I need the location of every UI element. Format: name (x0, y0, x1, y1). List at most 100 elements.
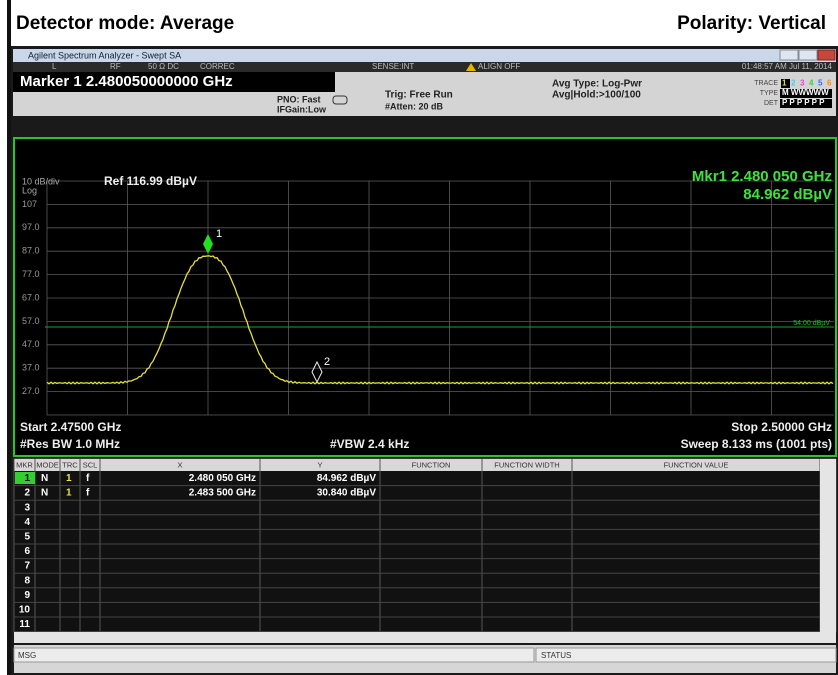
marker-field[interactable] (13, 72, 335, 92)
type-label: TYPE (760, 90, 779, 97)
msg-field (13, 647, 535, 663)
marker-1 (203, 234, 213, 254)
vbw: #VBW 2.4 kHz (330, 437, 409, 451)
title-bar (13, 49, 836, 62)
close-btn[interactable] (817, 49, 836, 61)
det: P P P P P P (782, 98, 825, 107)
marker-2 (311, 360, 323, 384)
status: STATUS (541, 651, 571, 660)
status-field (535, 647, 837, 663)
left-rule (7, 0, 11, 675)
col-header: SCL (83, 460, 98, 469)
marker-2-label: 2 (324, 356, 330, 368)
marker-text: Marker 1 2.480050000000 GHz (20, 73, 233, 90)
y-label: 37.0 (22, 363, 40, 373)
det-label: DET (764, 100, 779, 107)
avg-type: Avg Type: Log-Pwr (552, 79, 642, 90)
col-header: TRC (62, 460, 78, 469)
rbw: #Res BW 1.0 MHz (20, 437, 120, 451)
msg: MSG (18, 651, 36, 660)
cell: 2 (24, 488, 30, 499)
cell: 1 (24, 473, 30, 484)
status-correc: CORREC (200, 62, 235, 71)
cell: 2.480 050 GHz (189, 473, 256, 484)
trace-active (781, 79, 790, 88)
cell: 3 (24, 502, 30, 513)
cell: 7 (24, 561, 30, 572)
col-header: X (177, 460, 182, 469)
status-row (13, 62, 836, 72)
y-label: 97.0 (22, 222, 40, 232)
pno: PNO: Fast (277, 94, 321, 104)
y-label: 77.0 (22, 269, 40, 279)
trace-number: 3 (800, 79, 805, 88)
col-header: Y (317, 460, 322, 469)
warn-icon (466, 63, 476, 71)
trig: Trig: Free Run (385, 90, 453, 101)
scale-type: Log (22, 185, 37, 195)
ifgain: IFGain:Low (277, 104, 327, 114)
stop-freq: Stop 2.50000 GHz (731, 420, 832, 434)
trace-number: 5 (818, 79, 823, 88)
status-sense: SENSE:INT (372, 62, 414, 71)
cell: 4 (24, 517, 30, 528)
col-header: MKR (16, 460, 33, 469)
y-label: 107 (22, 199, 37, 209)
status-mode: L (52, 62, 57, 71)
det-bg (780, 99, 832, 108)
cell: 8 (24, 575, 30, 586)
y-label: 57.0 (22, 316, 40, 326)
col-header: FUNCTION (412, 460, 451, 469)
trace-label: TRACE (754, 80, 778, 87)
cell: 84.962 dBµV (317, 473, 376, 484)
max-btn[interactable] (798, 49, 818, 61)
cell: f (86, 473, 90, 484)
plot-area (13, 137, 837, 457)
trace-number: 4 (809, 79, 814, 88)
col-header: MODE (36, 460, 59, 469)
mkr-amp: 84.962 dBµV (743, 186, 832, 203)
table-header-bg (14, 459, 820, 471)
scale: 10 dB/div (22, 176, 60, 186)
start-freq: Start 2.47500 GHz (20, 420, 121, 434)
cell: 6 (24, 546, 30, 557)
cell: 11 (19, 619, 30, 630)
cell: 2.483 500 GHz (189, 488, 256, 499)
avg-hold: Avg|Hold:>100/100 (552, 90, 641, 101)
cell: 9 (24, 590, 30, 601)
y-label: 87.0 (22, 246, 40, 256)
cell: 10 (19, 605, 31, 616)
atten: #Atten: 20 dB (385, 101, 444, 111)
y-label: 47.0 (22, 339, 40, 349)
status-rf: RF (110, 62, 121, 71)
display-line-label: 54.00 dBµV (793, 320, 830, 327)
y-label: 27.0 (22, 386, 40, 396)
status-align: ALIGN OFF (478, 62, 520, 71)
cell: N (41, 488, 48, 499)
col-header: FUNCTION VALUE (664, 460, 729, 469)
active-row (15, 472, 35, 484)
type-bg (780, 89, 832, 98)
trig-icon (332, 95, 348, 105)
col-header: FUNCTION WIDTH (494, 460, 559, 469)
h-scrollbar[interactable] (14, 632, 836, 643)
ref-level: Ref 116.99 dBµV (104, 174, 197, 188)
mkr-freq: Mkr1 2.480 050 GHz (692, 168, 832, 185)
cell: 1 (66, 488, 72, 499)
trace (46, 255, 834, 385)
min-btn[interactable] (779, 49, 799, 61)
cell: 5 (24, 532, 30, 543)
cell: f (86, 488, 90, 499)
type: M WWWWW (782, 88, 829, 97)
cell: N (41, 473, 48, 484)
cell: 1 (66, 473, 72, 484)
v-scrollbar[interactable] (820, 459, 836, 632)
marker-1-label: 1 (216, 228, 222, 240)
cell: 30.840 dBµV (317, 488, 376, 499)
status-input: 50 Ω DC (148, 62, 179, 71)
header-left: Detector mode: Average (16, 13, 234, 34)
trace-number: 6 (827, 79, 832, 88)
status-time: 01:48:57 AM Jul 11, 2014 (742, 62, 833, 71)
trace-number: 2 (791, 79, 796, 88)
